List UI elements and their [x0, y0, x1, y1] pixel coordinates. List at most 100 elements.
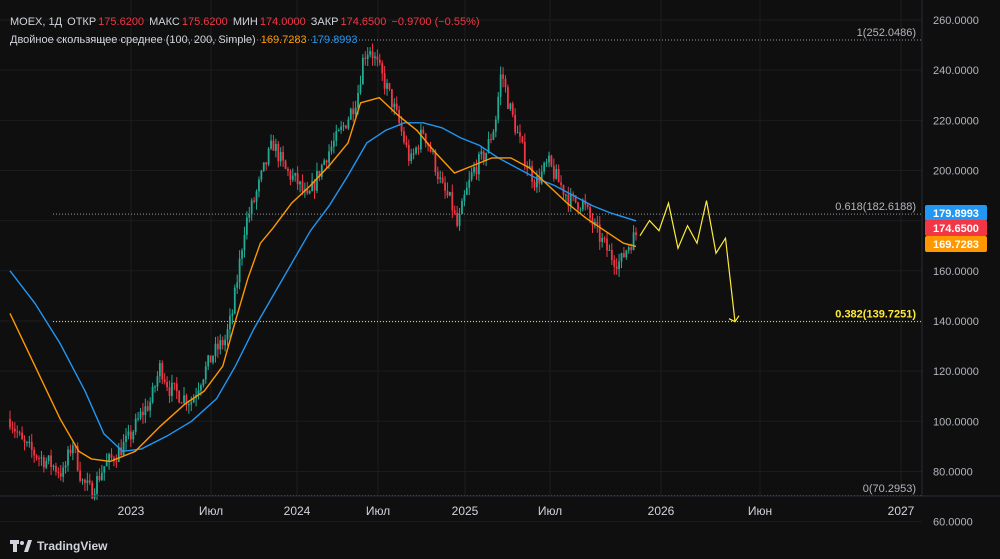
candle-body: [407, 144, 410, 162]
candle-body: [45, 461, 48, 468]
candle-body: [207, 355, 210, 367]
x-tick-label: 2024: [284, 504, 311, 518]
candle-body: [598, 224, 601, 242]
open-label: ОТКР: [67, 16, 97, 28]
candle-body: [311, 181, 314, 192]
candle-body: [154, 386, 156, 388]
candle-body: [79, 470, 81, 481]
candle-body: [158, 363, 161, 377]
y-tick-label: 120.0000: [933, 366, 979, 378]
ma200-line: [9, 122, 637, 453]
y-tick-label: 240.0000: [933, 65, 979, 77]
candle-body: [615, 266, 618, 269]
candle-body: [81, 479, 84, 481]
tradingview-icon: [10, 540, 32, 552]
x-tick-label: 2026: [648, 504, 675, 518]
candle-body: [458, 214, 461, 226]
fib-level-label: 1(252.0486): [857, 27, 916, 39]
candle-body: [608, 249, 611, 251]
candle-body: [473, 167, 475, 173]
candle-body: [161, 363, 164, 380]
candle-body: [480, 151, 483, 155]
candle-body: [190, 402, 193, 405]
symbol-legend[interactable]: MOEX, 1Д ОТКР 175.6200 МАКС 175.6200 МИН 17…: [10, 16, 482, 28]
candle-body: [28, 441, 31, 443]
candle-body: [42, 457, 45, 468]
candle-body: [347, 119, 350, 129]
candle-body: [38, 458, 40, 460]
candle-body: [330, 146, 333, 152]
candle-body: [294, 173, 297, 176]
candle-body: [574, 195, 577, 203]
candle-body: [340, 126, 343, 130]
candle-body: [320, 164, 323, 177]
candle-body: [490, 139, 492, 141]
candle-body: [591, 217, 594, 226]
candle-body: [436, 171, 439, 179]
indicator-name[interactable]: Двойное скользящее среднее (100, 200, Si…: [10, 34, 256, 46]
candle-body: [52, 465, 55, 467]
candle-body: [86, 480, 89, 483]
x-tick-label: 2025: [452, 504, 479, 518]
candle-body: [521, 136, 524, 143]
price-badges: 179.8993 174.6500 169.7283: [925, 205, 987, 252]
candle-body: [325, 160, 328, 163]
candle-body: [144, 406, 147, 416]
candle-body: [284, 160, 287, 169]
candle-body: [456, 212, 459, 226]
time-scale[interactable]: 2023 Июл 2024 Июл 2025 Июл 2026 Июн 2027: [118, 504, 915, 518]
price-badge-label: 174.6500: [933, 223, 979, 235]
candle-body: [485, 152, 488, 162]
candle-body: [383, 73, 386, 89]
candle-body: [209, 355, 212, 363]
candlestick-series: [9, 43, 637, 501]
candle-body: [279, 152, 282, 162]
candle-body: [352, 108, 355, 115]
candle-body: [62, 467, 65, 477]
candle-body: [374, 56, 376, 59]
candle-body: [137, 418, 140, 420]
candle-body: [115, 461, 118, 463]
candle-body: [366, 54, 369, 59]
high-value: 175.6200: [181, 16, 228, 28]
candle-body: [328, 151, 330, 163]
candle-body: [342, 125, 345, 127]
candle-body: [245, 217, 248, 235]
candle-body: [540, 171, 543, 184]
candle-body: [204, 366, 207, 380]
candle-body: [255, 191, 258, 202]
symbol-name[interactable]: MOEX, 1Д: [10, 16, 63, 28]
high-label: МАКС: [149, 16, 180, 28]
candle-body: [620, 253, 623, 262]
candle-body: [475, 167, 478, 175]
candle-body: [35, 455, 38, 459]
indicator-legend[interactable]: Двойное скользящее среднее (100, 200, Si…: [10, 34, 360, 46]
candle-body: [419, 129, 422, 150]
candle-body: [173, 382, 176, 384]
candle-body: [555, 168, 558, 179]
candle-body: [151, 386, 154, 403]
candle-body: [233, 287, 236, 314]
candle-body: [388, 83, 391, 90]
candle-body: [630, 247, 633, 250]
candle-body: [241, 250, 243, 259]
candle-body: [499, 74, 502, 97]
candle-body: [523, 142, 526, 166]
candle-body: [586, 204, 589, 208]
candle-body: [482, 151, 485, 162]
candle-body: [429, 145, 432, 152]
tradingview-logo[interactable]: TradingView: [10, 539, 107, 553]
candle-body: [378, 59, 381, 64]
y-tick-label: 140.0000: [933, 316, 979, 328]
price-badge-bg: [925, 220, 987, 236]
candle-body: [313, 181, 316, 191]
candle-body: [381, 63, 384, 74]
candle-body: [202, 379, 205, 386]
candle-body: [26, 441, 28, 443]
candle-body: [226, 329, 229, 340]
candle-body: [221, 340, 224, 346]
candle-body: [477, 154, 480, 175]
candle-body: [415, 147, 417, 154]
y-tick-label: 80.0000: [933, 466, 973, 478]
